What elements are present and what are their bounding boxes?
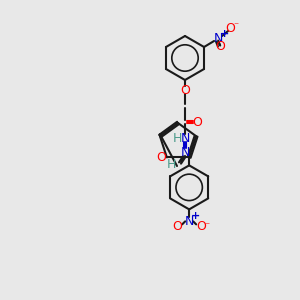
Text: H: H <box>172 131 182 145</box>
Text: N: N <box>184 215 194 228</box>
Text: O: O <box>172 220 182 233</box>
Text: O: O <box>225 22 235 35</box>
Text: O: O <box>196 220 206 233</box>
Text: +: + <box>219 29 229 39</box>
Text: O: O <box>192 116 202 128</box>
Text: +: + <box>190 212 200 221</box>
Text: N: N <box>180 146 190 158</box>
Text: O: O <box>156 151 166 164</box>
Text: N: N <box>180 131 190 145</box>
Text: ⁻: ⁻ <box>205 221 210 231</box>
Text: O: O <box>215 40 225 53</box>
Text: H: H <box>166 158 176 170</box>
Text: N: N <box>213 32 223 46</box>
Text: ⁻: ⁻ <box>233 21 238 31</box>
Text: O: O <box>180 83 190 97</box>
